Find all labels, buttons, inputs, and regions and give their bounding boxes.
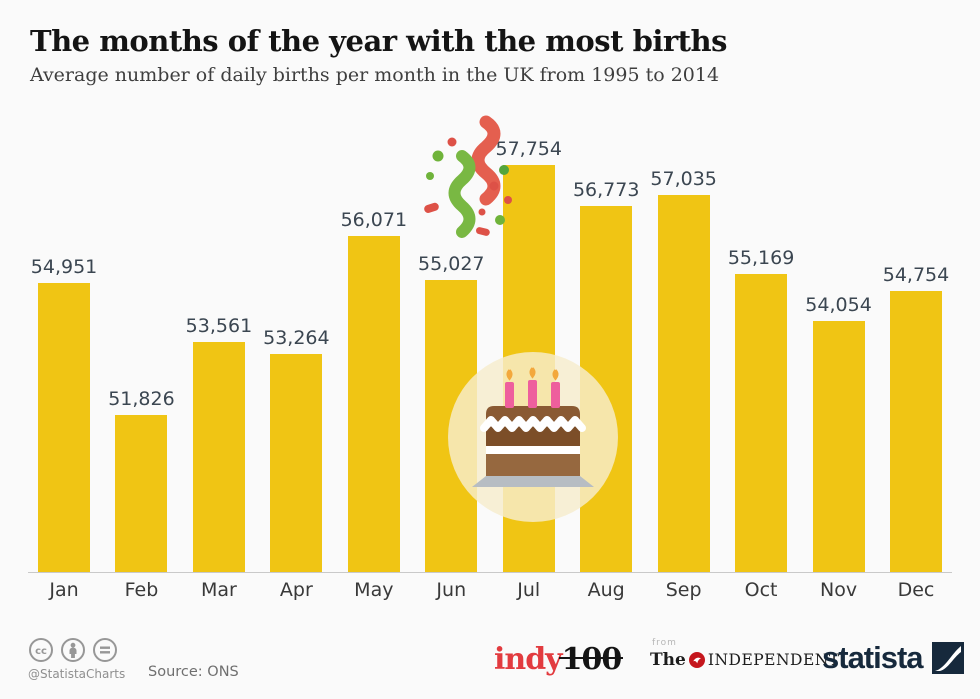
bar-value-label: 51,826 bbox=[108, 388, 175, 410]
bar-group: 56,071 bbox=[341, 209, 407, 572]
bar-value-label: 55,027 bbox=[418, 253, 485, 275]
x-axis-label: Apr bbox=[279, 579, 313, 601]
x-axis-labels: Jan Feb Mar Apr May Jun Jul Aug Sep Oct Nov Dec bbox=[30, 579, 950, 601]
bar-group: 55,169 bbox=[728, 247, 794, 572]
x-axis-label: May bbox=[354, 579, 394, 601]
bar-group: 57,035 bbox=[650, 168, 717, 572]
bar bbox=[38, 283, 90, 572]
bar-value-label: 53,561 bbox=[185, 315, 253, 337]
bar bbox=[347, 236, 400, 572]
statista-charts-handle: @StatistaCharts bbox=[28, 667, 126, 681]
source-label: Source: ONS bbox=[148, 664, 239, 680]
x-axis-label: Jul bbox=[517, 579, 541, 601]
bar-value-label: 55,169 bbox=[727, 247, 795, 269]
cc-attribution-icon bbox=[61, 638, 85, 662]
statista-logo: statista bbox=[822, 640, 964, 676]
independent-from-label: from bbox=[652, 638, 677, 648]
statista-logo-icon bbox=[931, 642, 964, 674]
bar-value-label: 54,951 bbox=[30, 256, 98, 278]
bar bbox=[657, 195, 710, 572]
birthday-cake-illustration bbox=[448, 352, 618, 522]
bar bbox=[192, 342, 245, 572]
creative-commons-icons: cc bbox=[28, 637, 118, 663]
independent-the-label: The bbox=[650, 650, 686, 670]
birthday-cake-icon bbox=[472, 367, 594, 487]
footer: cc @StatistaCharts Source: ONS indy100 f… bbox=[0, 630, 980, 699]
cc-license-icon: cc bbox=[29, 638, 53, 662]
indy100-logo-red: indy bbox=[494, 642, 563, 677]
bar bbox=[270, 354, 323, 572]
independent-name-label: INDEPENDENT bbox=[707, 651, 840, 669]
bar-value-label: 54,754 bbox=[882, 264, 950, 286]
independent-eagle-icon bbox=[688, 652, 705, 668]
statista-logo-text: statista bbox=[822, 640, 924, 675]
bar-value-label: 54,054 bbox=[805, 294, 872, 316]
bar bbox=[812, 321, 865, 572]
x-axis-line bbox=[28, 572, 952, 573]
svg-text:cc: cc bbox=[35, 646, 47, 657]
bar-value-label: 53,264 bbox=[263, 327, 330, 349]
confetti-illustration bbox=[424, 115, 512, 238]
x-axis-label: Oct bbox=[744, 579, 778, 601]
bar-value-label: 57,035 bbox=[650, 168, 717, 190]
bar-group: 54,054 bbox=[805, 294, 872, 572]
x-axis-label: Feb bbox=[124, 579, 159, 601]
page-subtitle: Average number of daily births per month… bbox=[30, 64, 720, 86]
bar bbox=[115, 415, 168, 572]
cc-no-derivatives-icon bbox=[93, 638, 117, 662]
indy100-logo: indy100 bbox=[494, 642, 623, 677]
x-axis-label: Aug bbox=[587, 579, 625, 601]
x-axis-label: Mar bbox=[200, 579, 237, 601]
x-axis-label: Sep bbox=[665, 579, 702, 601]
indy100-logo-number: 100 bbox=[561, 642, 623, 677]
page-title: The months of the year with the most bir… bbox=[30, 24, 727, 58]
bar-group: 54,951 bbox=[31, 256, 97, 572]
x-axis-label: Nov bbox=[819, 579, 858, 601]
bar-group: 54,754 bbox=[883, 264, 949, 572]
bar-group: 51,826 bbox=[108, 388, 175, 572]
bar-value-label: 56,773 bbox=[572, 179, 640, 201]
bar-group: 53,561 bbox=[186, 315, 252, 572]
independent-logo: from The INDEPENDENT bbox=[650, 638, 840, 670]
x-axis-label: Dec bbox=[897, 579, 935, 601]
bar-group: 53,264 bbox=[263, 327, 330, 572]
bar bbox=[735, 274, 788, 572]
x-axis-label: Jun bbox=[436, 579, 467, 601]
x-axis-label: Jan bbox=[49, 579, 79, 601]
bar-value-label: 57,754 bbox=[495, 138, 562, 160]
bar-value-label: 56,071 bbox=[340, 209, 408, 231]
bar bbox=[889, 291, 942, 572]
